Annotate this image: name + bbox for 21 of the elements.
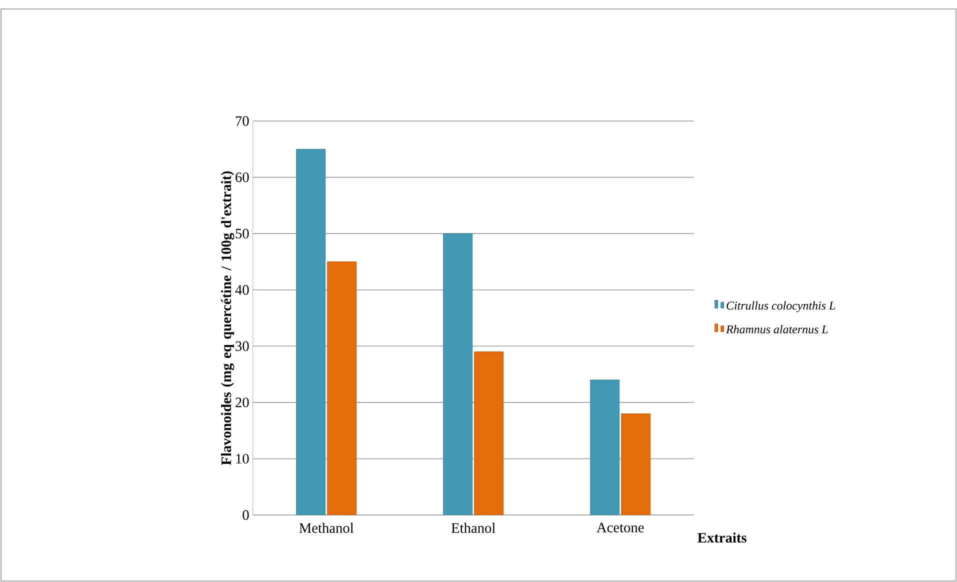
bar bbox=[443, 233, 473, 516]
x-tick-label: Acetone bbox=[596, 522, 644, 532]
bar bbox=[327, 262, 357, 516]
bar bbox=[474, 352, 504, 516]
bar bbox=[296, 148, 326, 516]
y-tick-label: 50 bbox=[236, 228, 249, 238]
legend-label: Rhamnus alaternus L bbox=[726, 324, 828, 334]
y-tick-label: 60 bbox=[236, 172, 249, 182]
bar bbox=[621, 413, 651, 516]
x-axis-title: Extraits bbox=[698, 532, 746, 543]
x-tick-label: Ethanol bbox=[451, 522, 496, 533]
y-axis-title: Flavonoides (mg eq quercétine / 100g d'extrait) bbox=[221, 171, 234, 466]
y-tick-label: 20 bbox=[236, 398, 249, 408]
bar bbox=[590, 380, 620, 516]
legend-label: Citrullus colocynthis L bbox=[726, 301, 836, 312]
y-tick-label: 0 bbox=[242, 510, 249, 520]
y-tick-label: 10 bbox=[236, 454, 249, 464]
y-tick-label: 40 bbox=[235, 285, 249, 295]
x-tick-label: Methanol bbox=[299, 522, 354, 533]
y-tick-label: 30 bbox=[236, 341, 249, 351]
y-tick-label: 70 bbox=[236, 116, 249, 126]
